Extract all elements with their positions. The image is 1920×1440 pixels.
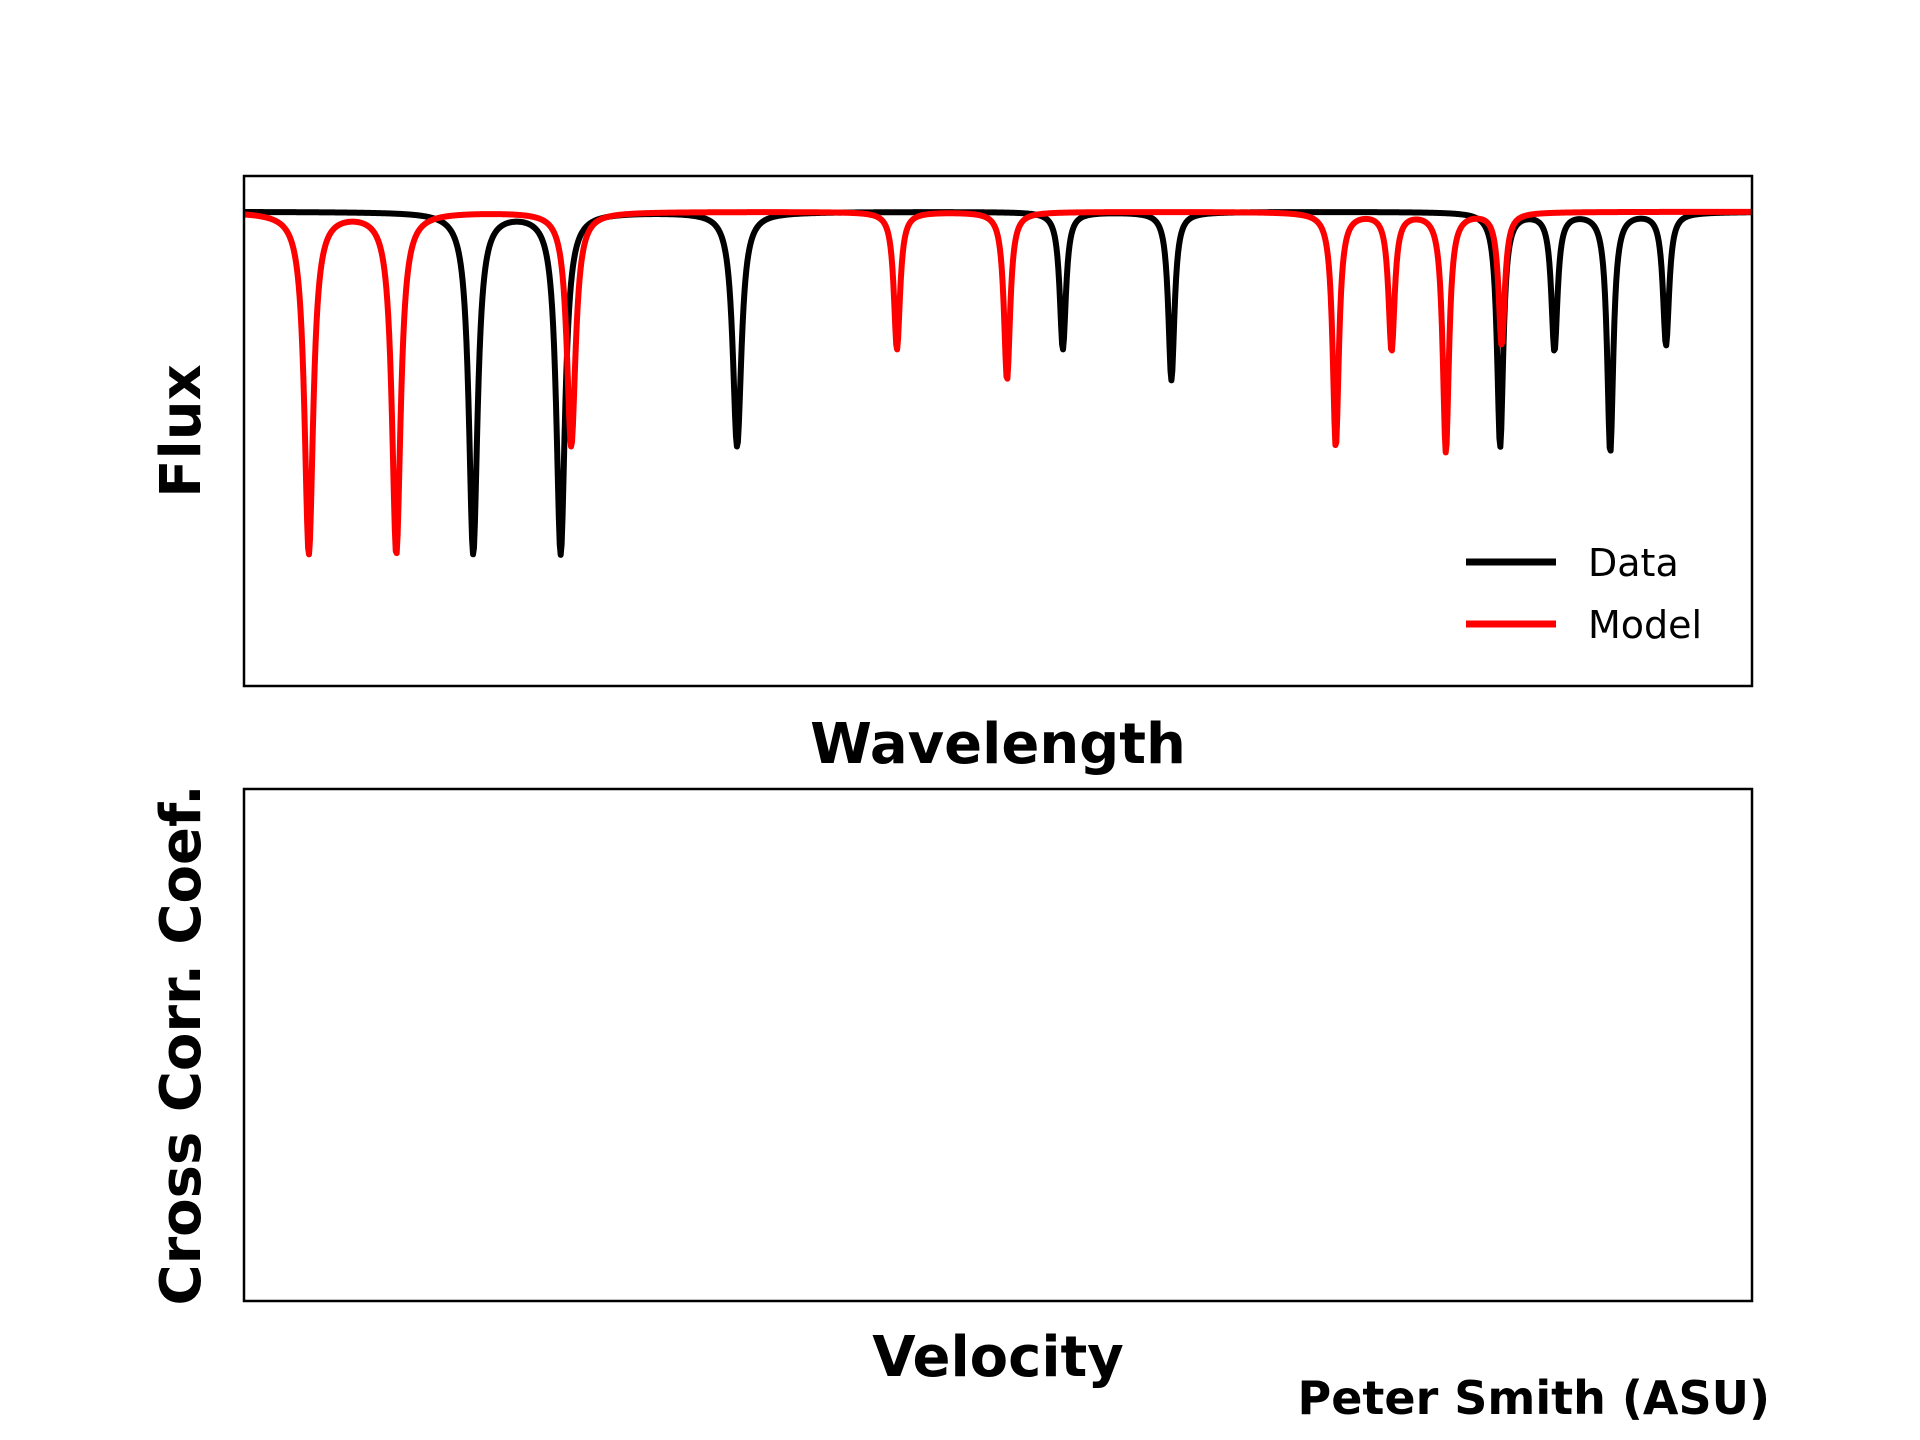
- cross-correlation-axes-frame: [242, 787, 1754, 1303]
- flux-y-axis-label: Flux: [149, 364, 214, 497]
- author-credit: Peter Smith (ASU): [1297, 1371, 1770, 1425]
- flux-panel: Flux Wavelength Data Model: [149, 174, 1754, 777]
- flux-axes-frame: [242, 174, 1754, 688]
- legend-label-model: Model: [1588, 603, 1702, 647]
- flux-plot-area: [244, 208, 1752, 558]
- legend-label-data: Data: [1588, 541, 1679, 585]
- wavelength-x-axis-label: Wavelength: [810, 712, 1186, 777]
- velocity-x-axis-label: Velocity: [872, 1325, 1124, 1390]
- cross-correlation-panel: Cross Corr. Coef. Velocity: [149, 784, 1754, 1390]
- legend: Data Model: [1466, 541, 1702, 647]
- series-line-model: [244, 208, 1752, 558]
- series-line-data: [244, 209, 1752, 558]
- cross-correlation-y-axis-label: Cross Corr. Coef.: [149, 784, 214, 1305]
